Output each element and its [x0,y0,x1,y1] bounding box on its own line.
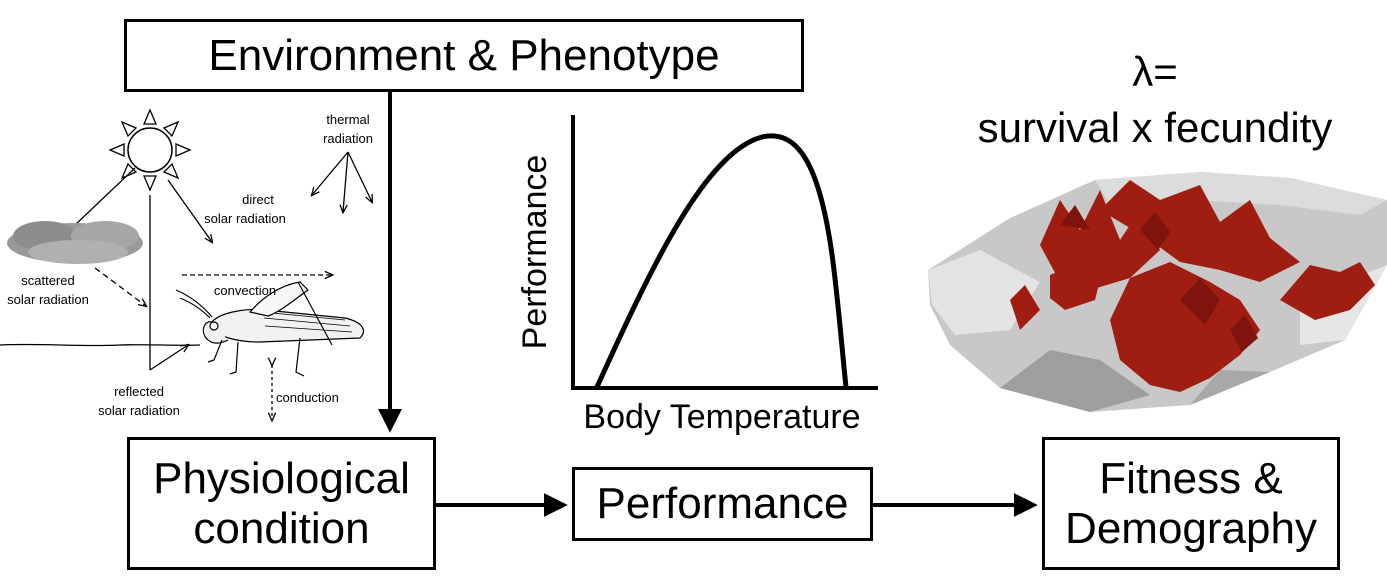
thermal-arrows [312,151,372,212]
physiological-label-line2: condition [193,503,370,553]
label-thermal-1: thermal [326,112,369,127]
curve-x-label: Body Temperature [583,398,860,436]
label-conduction: conduction [276,390,339,405]
ray-direct [167,179,212,242]
physiological-label-line1: Physiological [153,454,410,504]
environment-phenotype-box: Environment & Phenotype [124,19,804,92]
environment-phenotype-label: Environment & Phenotype [208,30,720,80]
physiological-condition-box: Physiological condition [127,437,436,570]
scattered-arrow [94,267,146,306]
label-scattered-1: scattered [21,273,74,288]
lambda-equation-line2: survival x fecundity [977,104,1333,151]
curve-y-label: Performance [516,155,554,350]
ray-to-cloud [74,167,136,226]
lambda-equation-line1: λ= [1132,48,1178,95]
fitness-landscape-surface [928,172,1387,412]
cloud-icon [7,221,143,264]
fitness-label-line2: Demography [1065,503,1317,553]
label-reflected-2: solar radiation [98,403,180,418]
ground-line [0,343,201,347]
label-direct-1: direct [242,192,274,207]
reflected-arrow [149,345,188,371]
performance-box: Performance [572,467,873,541]
sun-icon [108,108,192,192]
label-direct-2: solar radiation [204,211,286,226]
fitness-demography-box: Fitness & Demography [1042,437,1340,570]
grasshopper-icon [175,281,365,377]
label-thermal-2: radiation [323,131,373,146]
label-convection: convection [214,283,276,298]
label-reflected-1: reflected [114,384,164,399]
performance-curve [594,133,849,389]
performance-curve-plot [571,115,878,390]
label-scattered-2: solar radiation [7,292,89,307]
performance-label: Performance [596,479,849,529]
fitness-label-line1: Fitness & [1099,454,1283,504]
